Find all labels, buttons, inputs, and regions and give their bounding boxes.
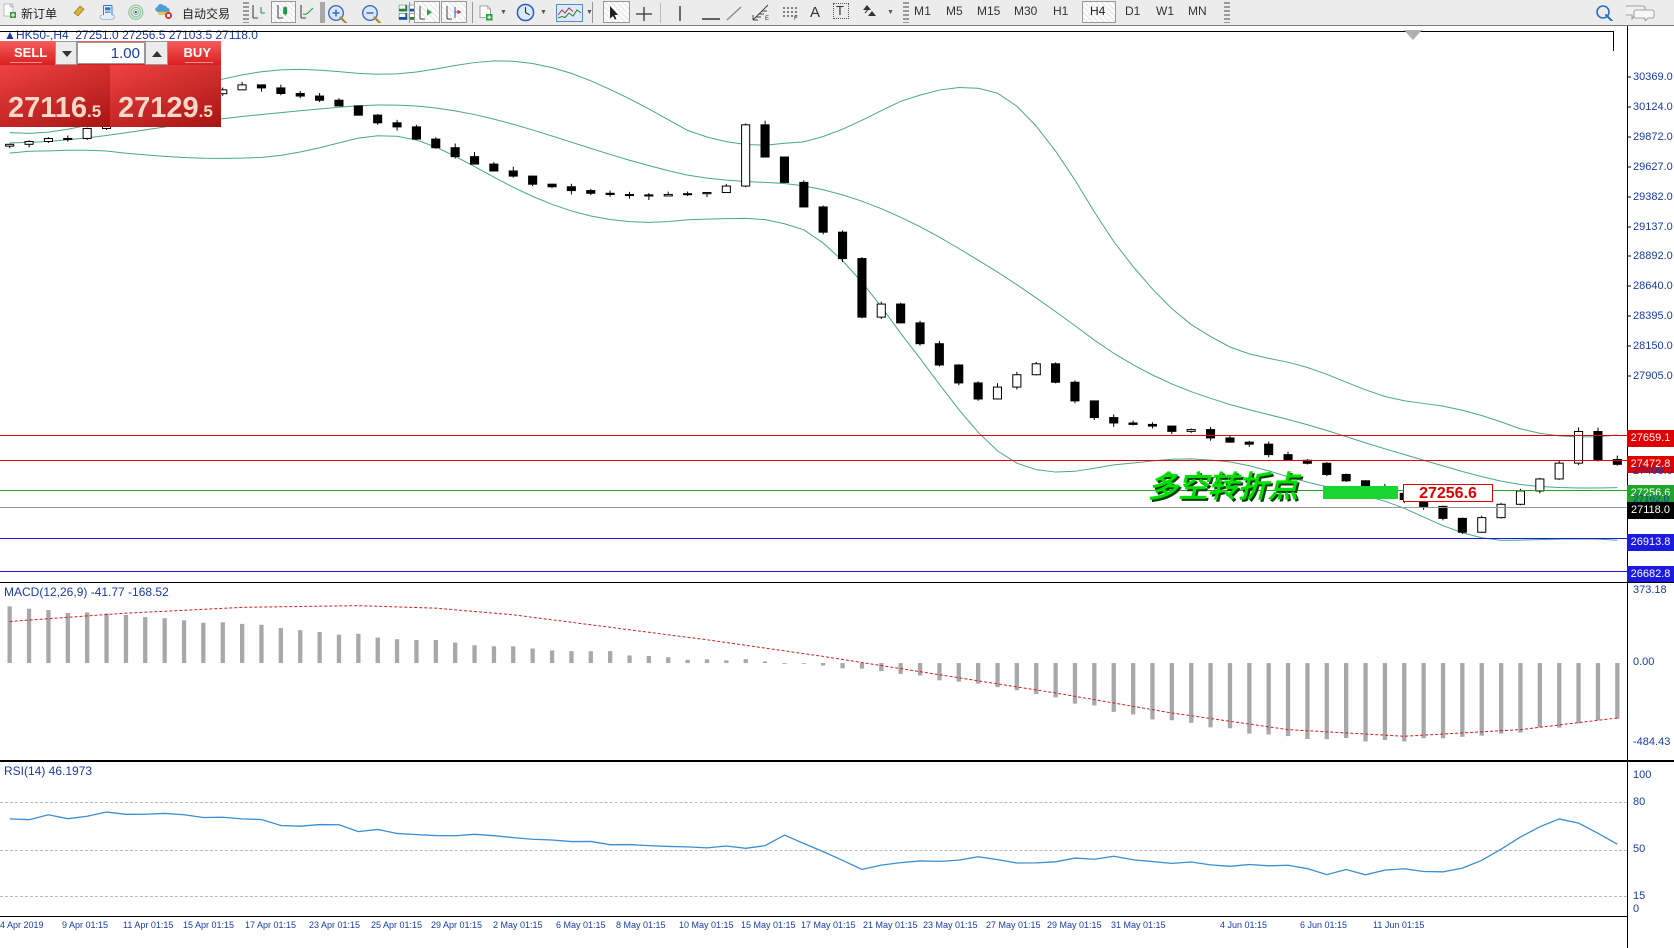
- svg-text:F: F: [794, 16, 798, 20]
- svg-text:E: E: [765, 16, 769, 21]
